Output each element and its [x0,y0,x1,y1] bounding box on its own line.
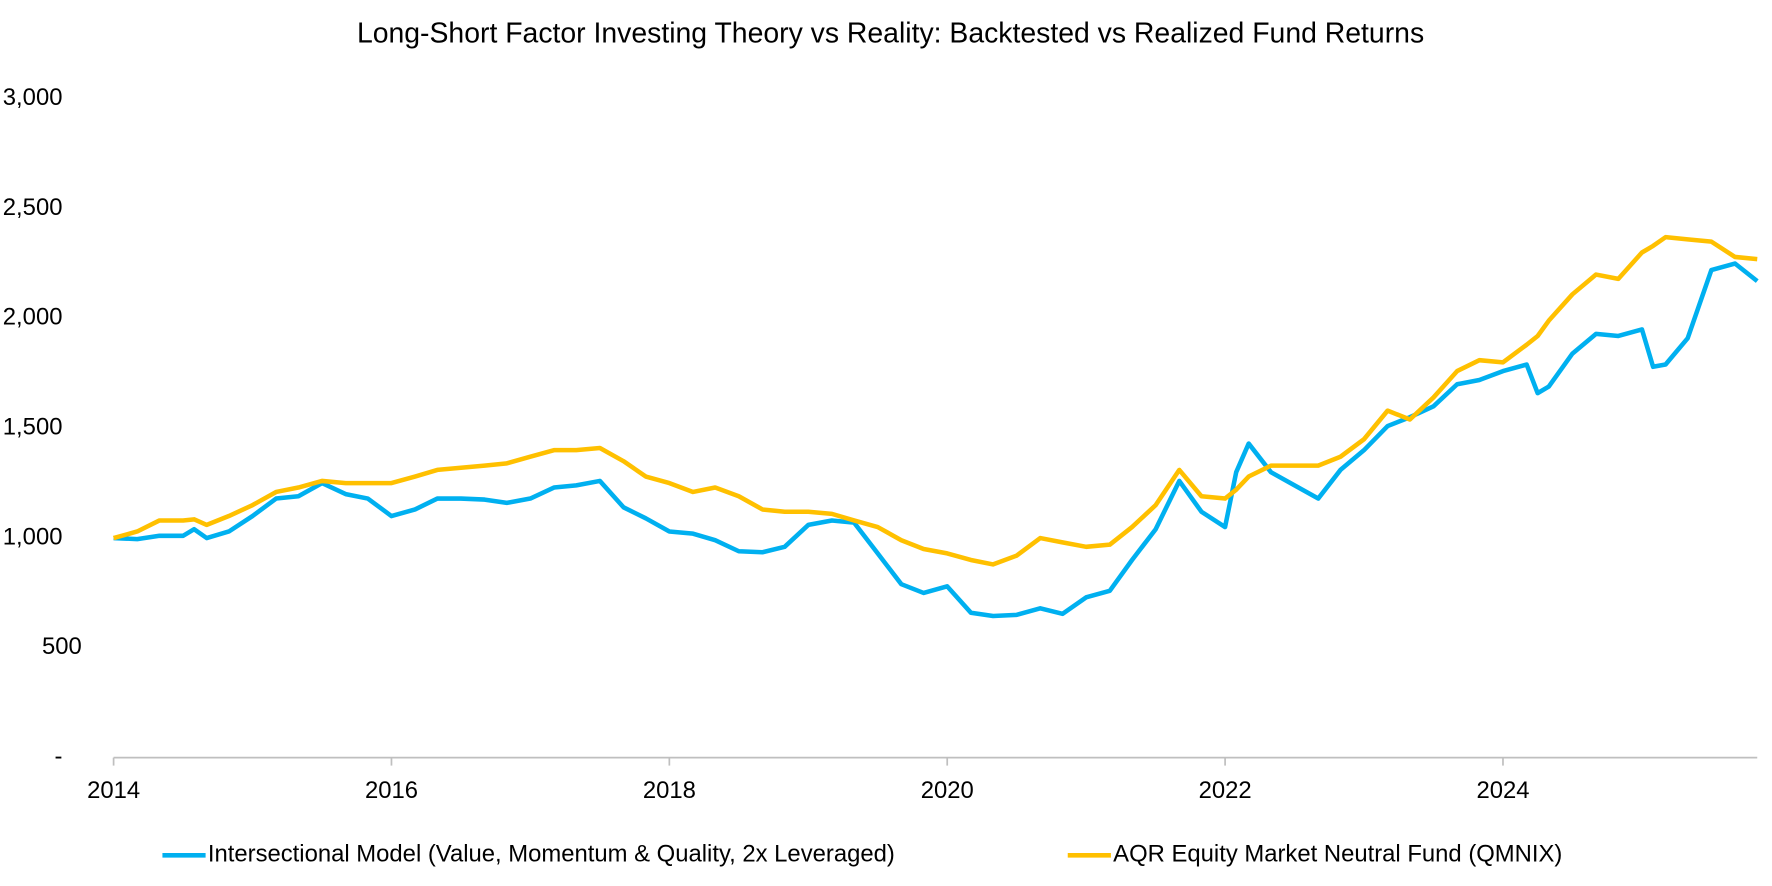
y-tick-label: 3,000 [3,84,63,111]
x-tick-label: 2022 [1199,777,1252,804]
x-tick-label: 2016 [365,777,418,804]
y-tick-label: 500 [42,633,82,660]
x-tick-label: 2024 [1476,777,1529,804]
x-tick-label: 2014 [87,777,140,804]
series-line [112,234,1758,567]
y-tick-label: 2,500 [3,194,63,221]
x-tick-label: 2018 [643,777,696,804]
legend-label: Intersectional Model (Value, Momentum & … [208,841,895,868]
x-tick-label: 2020 [921,777,974,804]
y-tick-label: 2,000 [3,304,63,331]
legend-label: AQR Equity Market Neutral Fund (QMNIX) [1113,841,1562,868]
series-line [113,261,1759,619]
chart-title: Long-Short Factor Investing Theory vs Re… [357,18,1424,50]
y-tick-label: - [55,743,63,770]
y-tick-label: 1,500 [3,414,63,441]
y-tick-label: 1,000 [3,523,63,550]
